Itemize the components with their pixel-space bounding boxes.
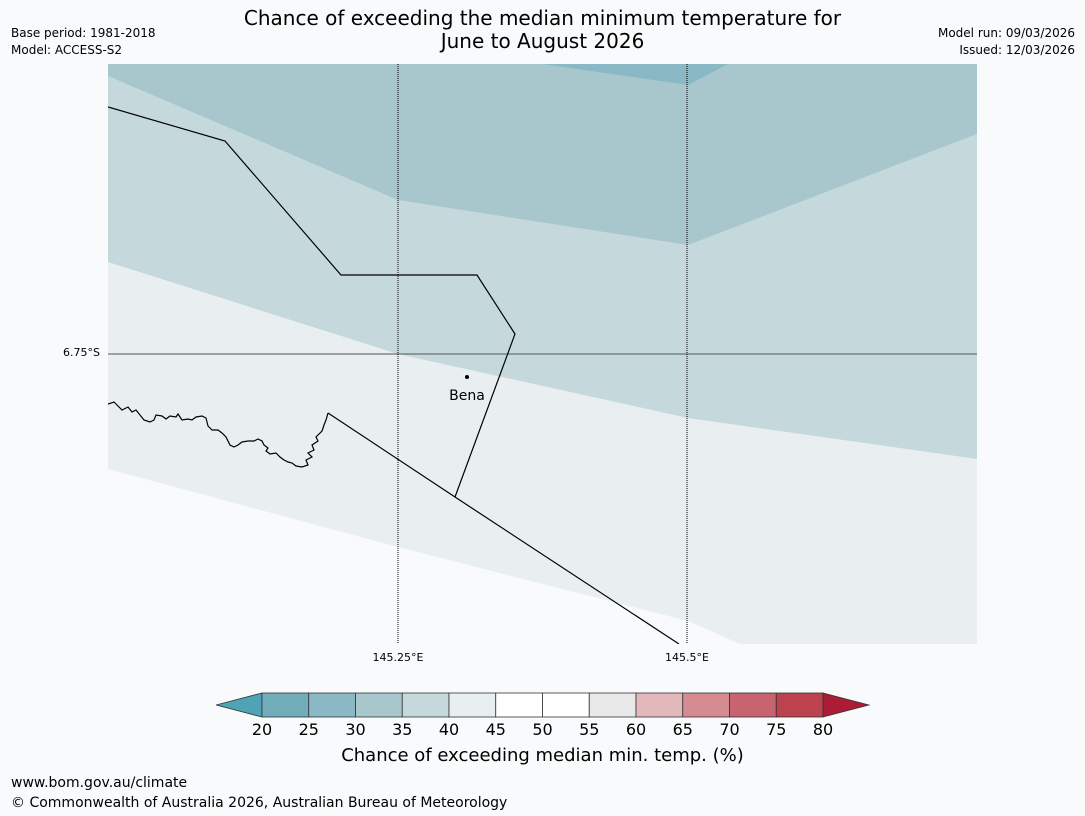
map-svg bbox=[108, 64, 977, 644]
model-name: Model: ACCESS-S2 bbox=[11, 43, 123, 57]
colorbar-cell bbox=[775, 692, 824, 718]
colorbar-title-text: Chance of exceeding median min. temp. (%… bbox=[341, 745, 744, 766]
colorbar-title: Chance of exceeding median min. temp. (%… bbox=[0, 745, 1085, 766]
river-line bbox=[108, 401, 329, 468]
colorbar-cell bbox=[448, 692, 497, 718]
issued-date: Issued: 12/03/2026 bbox=[959, 43, 1075, 57]
footer-copyright: © Commonwealth of Australia 2026, Austra… bbox=[11, 795, 508, 811]
colorbar-arrow-high bbox=[822, 692, 870, 718]
colorbar bbox=[216, 692, 870, 718]
colorbar-tick-label: 20 bbox=[251, 720, 273, 739]
colorbar-cell bbox=[542, 692, 590, 718]
place-label-bena: Bena bbox=[449, 388, 485, 404]
colorbar-tick-label: 80 bbox=[812, 720, 834, 739]
colorbar-tick-label: 25 bbox=[298, 720, 319, 739]
band-lowest-prob bbox=[108, 469, 740, 644]
footer-url: www.bom.gov.au/climate bbox=[11, 775, 188, 791]
colorbar-tick-label: 55 bbox=[579, 720, 600, 739]
colorbar-cell bbox=[308, 692, 356, 718]
colorbar-cell bbox=[729, 692, 777, 718]
colorbar-arrow-low bbox=[216, 692, 263, 718]
chart-title: Chance of exceeding the median minimum t… bbox=[0, 7, 1085, 53]
province-boundary-north bbox=[108, 106, 516, 498]
meta-right: Model run: 09/03/2026 Issued: 12/03/2026 bbox=[938, 25, 1075, 59]
meta-left: Base period: 1981-2018 Model: ACCESS-S2 bbox=[11, 25, 156, 59]
lon-label-145-5: 145.5°E bbox=[665, 651, 709, 664]
colorbar-tick-label: 70 bbox=[719, 720, 740, 739]
colorbar-cell bbox=[261, 692, 310, 718]
model-run: Model run: 09/03/2026 bbox=[937, 26, 1075, 40]
colorbar-cell bbox=[635, 692, 684, 718]
colorbar-tick-label: 45 bbox=[485, 720, 506, 739]
base-period: Base period: 1981-2018 bbox=[11, 26, 156, 40]
map-panel bbox=[108, 64, 977, 644]
colorbar-tick-label: 50 bbox=[532, 720, 553, 739]
colorbar-tick-label: 40 bbox=[438, 720, 460, 739]
colorbar-cell bbox=[355, 692, 403, 718]
lon-label-145-25: 145.25°E bbox=[372, 651, 424, 664]
band-25-30 bbox=[543, 64, 728, 85]
colorbar-tick-label: 60 bbox=[625, 720, 647, 739]
chart-title-line1: Chance of exceeding the median minimum t… bbox=[243, 6, 842, 30]
chart-title-line2: June to August 2026 bbox=[440, 29, 645, 53]
province-boundary-south bbox=[327, 412, 680, 644]
band-30-35 bbox=[108, 64, 977, 245]
colorbar-cell bbox=[682, 692, 730, 718]
colorbar-tick-label: 65 bbox=[672, 720, 693, 739]
colorbar-cell bbox=[401, 692, 450, 718]
bena-marker bbox=[465, 375, 469, 379]
colorbar-tick-label: 75 bbox=[766, 720, 787, 739]
lat-label: 6.75°S bbox=[63, 346, 100, 359]
colorbar-tick-label: 30 bbox=[345, 720, 366, 739]
colorbar-cell bbox=[495, 692, 543, 718]
colorbar-tick-label: 35 bbox=[392, 720, 413, 739]
colorbar-cell bbox=[588, 692, 637, 718]
